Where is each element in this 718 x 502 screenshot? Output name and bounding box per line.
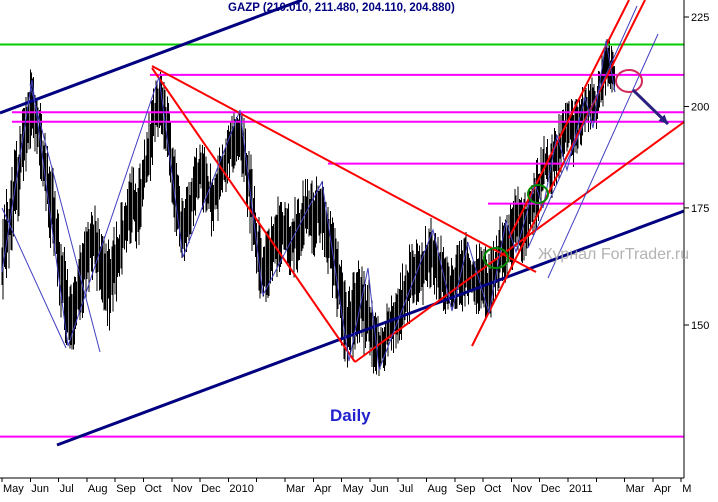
falling-channel-left-a [1, 207, 67, 349]
x-axis-label: Apr [654, 483, 671, 495]
x-axis-label: Mar [626, 483, 645, 495]
y-axis-label: 200 [691, 102, 709, 114]
y-axis-label: 175 [691, 203, 709, 215]
x-axis-label: Sep [456, 483, 476, 495]
x-axis-label: Nov [512, 483, 532, 495]
chart-title: GAZP (210.010, 211.480, 204.110, 204.880… [228, 2, 455, 14]
x-axis-label: Mar [286, 483, 305, 495]
navy-channel-upper [0, 0, 303, 115]
rising-channel-inner-a [527, 5, 638, 249]
red-steep-channel-upper [508, 0, 630, 239]
x-axis-label: 2010 [229, 483, 253, 495]
green-entry-circle-2 [527, 184, 549, 204]
red-descending-resistance [151, 65, 537, 273]
x-axis-label: Jun [31, 483, 49, 495]
axis-labels: May Jun Jul Aug Sep Oct Nov Dec 2010 Mar Apr May Jun… [3, 12, 709, 495]
axes [0, 0, 685, 482]
red-rising-support [354, 121, 685, 363]
x-axis-label: 2011 [569, 483, 593, 495]
watermark: Журнал ForTrader.ru [538, 246, 690, 263]
projection-arrow [631, 88, 670, 126]
x-axis-label: Aug [428, 483, 448, 495]
red-steep-channel-lower [471, 0, 646, 347]
price-bars [1, 39, 616, 377]
x-axis-label: Sep [116, 483, 136, 495]
x-axis-label: Aug [88, 483, 108, 495]
x-axis-label: May [343, 483, 364, 495]
x-axis-label: Jun [371, 483, 389, 495]
wave-zigzag [1, 40, 616, 371]
green-entry-circle-1 [483, 247, 509, 269]
x-axis-label: Nov [173, 483, 193, 495]
timeframe-label: Daily [330, 406, 371, 425]
x-axis-label: Oct [145, 483, 162, 495]
x-axis-label: Jul [399, 483, 413, 495]
x-axis-label: Apr [314, 483, 331, 495]
falling-channel-left-b [29, 83, 101, 353]
x-axis-label: M [682, 483, 691, 495]
x-axis-label: Oct [484, 483, 501, 495]
navy-channel-lower [56, 209, 685, 447]
y-axis-label: 225 [691, 12, 709, 24]
y-axis-label: 150 [691, 320, 709, 332]
x-axis-label: Dec [541, 483, 561, 495]
x-axis-label: Jul [60, 483, 74, 495]
x-axis-label: May [3, 483, 24, 495]
x-axis-label: Dec [201, 483, 221, 495]
red-target-circle [615, 69, 643, 93]
